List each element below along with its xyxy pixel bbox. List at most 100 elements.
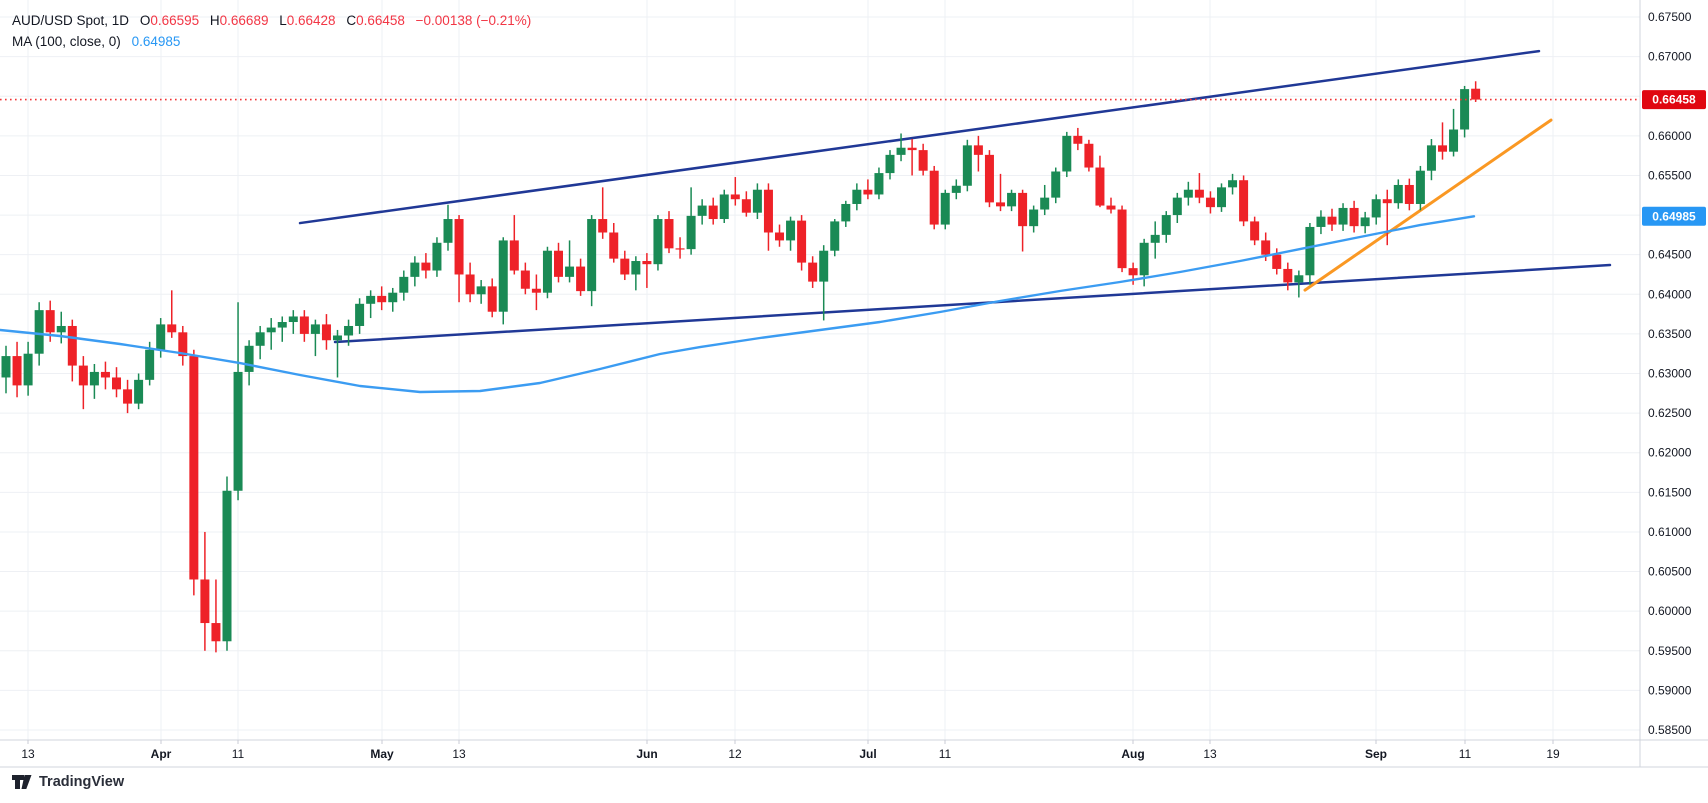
price-axis[interactable]: 0.675000.670000.665000.660000.655000.650… (1648, 10, 1692, 737)
candle (1316, 210, 1326, 235)
price-axis-label: 0.63000 (1648, 367, 1692, 381)
candle (23, 341, 33, 396)
price-axis-label: 0.67500 (1648, 10, 1692, 24)
close-label: C (346, 13, 357, 28)
candle (1150, 221, 1160, 259)
candle (1205, 191, 1215, 214)
time-axis-label: 12 (728, 747, 742, 761)
channel-top-trendline[interactable] (298, 49, 1541, 225)
candle (896, 133, 906, 162)
candle (686, 187, 696, 255)
candle (255, 325, 265, 360)
candle (1194, 173, 1204, 204)
candle (587, 215, 597, 307)
candle (819, 245, 829, 321)
candle (465, 262, 475, 303)
time-axis-label: 13 (1203, 747, 1217, 761)
candle (1084, 139, 1094, 172)
ma-label: MA (100, close, 0) (12, 34, 121, 49)
candle (266, 318, 276, 350)
last-price-badge (1642, 90, 1706, 110)
price-axis-label: 0.61500 (1648, 485, 1692, 499)
candle (741, 191, 751, 217)
candle (509, 215, 519, 275)
candle (1161, 211, 1171, 243)
candle (1393, 179, 1403, 209)
candle (211, 579, 221, 653)
candle (1051, 167, 1061, 204)
time-axis-label: Apr (151, 747, 172, 761)
time-axis-label: 13 (21, 747, 35, 761)
candle (520, 262, 530, 295)
candle (697, 199, 707, 225)
low-label: L (279, 13, 287, 28)
low-value: 0.66428 (286, 13, 336, 28)
candle (730, 177, 740, 206)
candle (1117, 205, 1127, 273)
candle (1371, 194, 1381, 225)
candle (1128, 262, 1138, 285)
candle (808, 256, 818, 288)
time-axis-label: Sep (1365, 747, 1387, 761)
candle (399, 270, 409, 301)
candle (1062, 131, 1072, 178)
tradingview-logo-icon (12, 775, 32, 789)
channel-bottom-trendline[interactable] (333, 263, 1612, 344)
candle (1172, 192, 1182, 223)
candle (885, 150, 895, 180)
candle (1415, 165, 1425, 211)
candle (797, 215, 807, 271)
legend-row-ma[interactable]: MA (100, close, 0) 0.64985 (12, 31, 531, 52)
candle (576, 258, 586, 296)
trend-lines[interactable] (298, 49, 1612, 344)
time-axis[interactable]: 13 Apr 11 May 13 Jun 12 Jul 11 Aug 13 Sep 11 19 (21, 747, 1560, 761)
price-axis-label: 0.66000 (1648, 129, 1692, 143)
symbol-legend: AUD/USD Spot, 1D O0.66595 H0.66689 L0.66… (12, 10, 531, 52)
candle (1029, 205, 1039, 233)
ma-100-line[interactable] (0, 215, 1476, 394)
candle (222, 476, 232, 651)
candle (1040, 184, 1050, 216)
time-axis-label: 11 (939, 747, 952, 761)
change-value: −0.00138 (−0.21%) (415, 13, 532, 28)
time-axis-label: 13 (452, 747, 466, 761)
candle (852, 183, 862, 211)
candle (366, 290, 376, 319)
candle (454, 215, 464, 303)
ma-value: 0.64985 (131, 34, 181, 49)
candle (940, 189, 950, 230)
open-value: 0.66595 (150, 13, 200, 28)
orange-support-trendline[interactable] (1303, 118, 1553, 292)
candle (1471, 81, 1481, 102)
tradingview-logo[interactable]: TradingView (11, 772, 124, 792)
candle (388, 287, 398, 312)
legend-row-symbol[interactable]: AUD/USD Spot, 1D O0.66595 H0.66689 L0.66… (12, 10, 531, 31)
candle (763, 183, 773, 251)
candle (1438, 122, 1447, 160)
high-label: H (209, 13, 220, 28)
candle (907, 139, 917, 176)
candle (233, 302, 243, 501)
price-axis-label: 0.63500 (1648, 327, 1692, 341)
tradingview-logo-text: TradingView (39, 774, 125, 790)
candle (565, 240, 575, 283)
candle (310, 319, 320, 357)
time-axis-label: Jul (859, 747, 876, 761)
candle (78, 356, 88, 410)
candle (200, 531, 210, 651)
candle (1460, 85, 1470, 138)
candle (531, 274, 541, 311)
symbol-title: AUD/USD Spot, 1D (12, 13, 130, 28)
candle (476, 280, 486, 304)
close-value: 0.66458 (356, 13, 405, 28)
candle (333, 329, 342, 378)
candle (1327, 208, 1337, 231)
price-axis-label: 0.64500 (1648, 248, 1692, 262)
candle (321, 314, 331, 350)
candle (421, 253, 431, 279)
price-axis-label: 0.58500 (1648, 723, 1692, 737)
candle (841, 200, 851, 227)
candle (554, 242, 563, 283)
time-axis-label: Aug (1121, 747, 1144, 761)
